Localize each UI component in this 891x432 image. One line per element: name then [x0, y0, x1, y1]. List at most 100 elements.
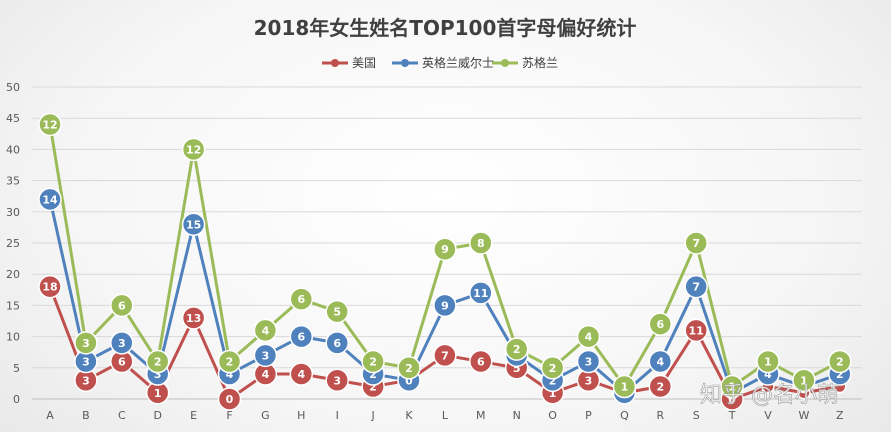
data-point — [648, 312, 673, 336]
data-label: 4 — [262, 368, 270, 381]
data-label: 3 — [82, 337, 90, 350]
data-label: 3 — [585, 356, 593, 369]
x-tick-label: S — [693, 409, 700, 422]
data-point — [289, 324, 314, 349]
data-label: 2 — [656, 381, 664, 394]
y-tick-label: 35 — [6, 175, 20, 188]
x-tick-label: V — [764, 409, 772, 422]
data-label: 3 — [118, 337, 126, 350]
legend-label: 英格兰威尔士 — [422, 55, 494, 70]
data-point — [38, 187, 62, 212]
data-point — [684, 231, 708, 255]
data-point — [253, 318, 278, 343]
data-label: 2 — [369, 356, 377, 369]
data-point — [469, 231, 493, 255]
data-label: 12 — [42, 118, 57, 131]
data-label: 8 — [477, 237, 485, 250]
data-label: 3 — [82, 374, 90, 387]
x-tick-label: F — [226, 409, 232, 422]
data-point — [433, 237, 457, 261]
x-tick-label: R — [656, 409, 664, 422]
data-label: 1 — [621, 381, 629, 394]
data-label: 11 — [689, 324, 704, 337]
y-tick-label: 20 — [6, 268, 20, 281]
data-label: 13 — [186, 312, 201, 325]
data-label: 6 — [477, 356, 485, 369]
data-label: 5 — [513, 362, 521, 375]
data-point — [181, 137, 206, 162]
data-label: 7 — [692, 281, 700, 294]
data-point — [38, 274, 62, 299]
data-point — [433, 293, 457, 318]
data-label: 2 — [154, 356, 162, 369]
data-label: 6 — [333, 337, 341, 350]
x-tick-label: E — [190, 409, 197, 422]
y-tick-label: 40 — [6, 143, 20, 156]
data-label: 7 — [692, 237, 700, 250]
data-point — [720, 374, 744, 399]
y-tick-label: 25 — [6, 237, 20, 250]
x-tick-label: I — [336, 409, 339, 422]
x-tick-label: Z — [836, 409, 844, 422]
x-tick-label: L — [442, 409, 449, 422]
data-point — [145, 349, 170, 374]
data-label: 14 — [42, 193, 58, 206]
data-label: 3 — [333, 374, 341, 387]
data-point — [684, 318, 708, 343]
data-label: 1 — [549, 387, 557, 400]
x-tick-label: T — [728, 409, 736, 422]
x-tick-label: N — [513, 409, 521, 422]
data-label: 12 — [186, 143, 201, 156]
data-label: 9 — [441, 299, 449, 312]
data-point — [756, 349, 780, 374]
data-label: 2 — [836, 356, 844, 369]
data-label: 6 — [118, 299, 126, 312]
data-label: 2 — [369, 368, 377, 381]
data-point — [38, 112, 62, 137]
data-label: 0 — [405, 374, 413, 387]
data-label: 7 — [441, 349, 449, 362]
data-point — [433, 343, 457, 368]
x-tick-label: K — [405, 409, 413, 422]
y-tick-label: 10 — [6, 331, 20, 344]
data-label: 3 — [585, 374, 593, 387]
data-label: 1 — [800, 374, 808, 387]
x-tick-label: G — [261, 409, 270, 422]
legend: 美国 英格兰威尔士 苏格兰 — [322, 55, 558, 70]
legend-label: 苏格兰 — [522, 55, 558, 70]
data-label: 15 — [186, 218, 201, 231]
data-point — [361, 349, 385, 374]
data-label: 1 — [728, 381, 736, 394]
data-point — [648, 349, 673, 374]
y-tick-label: 15 — [6, 299, 20, 312]
data-label: 1 — [154, 387, 162, 400]
data-point — [181, 306, 206, 330]
data-label: 4 — [297, 368, 305, 381]
watermark: 知乎 @名小萌 — [700, 383, 839, 408]
data-point — [684, 274, 708, 299]
y-tick-label: 50 — [6, 81, 20, 94]
chart-title: 2018年女生姓名TOP100首字母偏好统计 — [254, 16, 637, 40]
data-point — [217, 349, 242, 374]
data-label: 11 — [473, 287, 488, 300]
data-label: 6 — [656, 318, 664, 331]
data-label: 6 — [297, 293, 305, 306]
y-tick-label: 30 — [6, 206, 20, 219]
data-point — [540, 356, 565, 380]
data-label: 4 — [226, 368, 234, 381]
data-point — [612, 374, 637, 399]
data-label: 2 — [405, 362, 413, 375]
data-label: 2 — [549, 374, 557, 387]
data-point — [325, 299, 349, 324]
data-label: 4 — [656, 356, 664, 369]
data-point — [74, 331, 98, 355]
data-point — [469, 281, 493, 305]
x-tick-label: W — [798, 409, 809, 422]
data-label: 3 — [262, 349, 270, 362]
data-label: 2 — [226, 356, 234, 369]
data-label: 2 — [369, 381, 377, 394]
data-point — [325, 368, 349, 393]
legend-marker — [501, 59, 509, 67]
x-tick-label: Q — [620, 409, 629, 422]
